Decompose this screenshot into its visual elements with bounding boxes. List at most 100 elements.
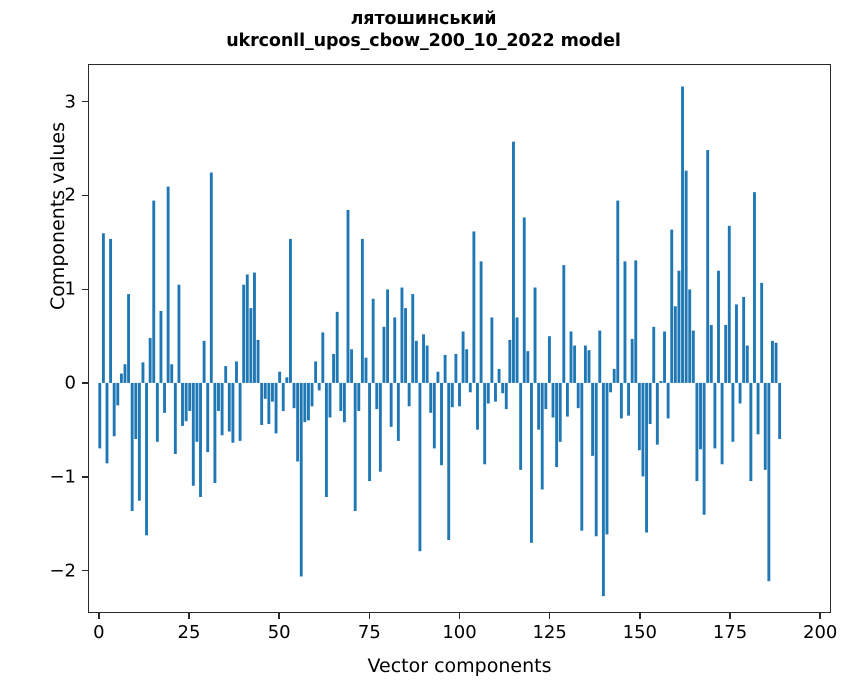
bar <box>645 382 648 533</box>
x-axis-tick <box>548 613 551 619</box>
bar <box>253 272 256 383</box>
bar <box>490 317 494 383</box>
bar <box>778 382 782 440</box>
bar <box>119 373 123 383</box>
y-axis-tick-label: −1 <box>49 466 76 488</box>
bar <box>691 330 695 383</box>
x-axis-label: Vector components <box>367 655 552 677</box>
bar <box>738 382 742 404</box>
bar <box>137 382 141 501</box>
bar <box>393 317 397 383</box>
bar <box>306 382 310 421</box>
bar <box>267 382 271 425</box>
bar <box>706 150 710 383</box>
bar <box>432 382 436 449</box>
bar <box>404 308 407 383</box>
bar <box>634 260 638 383</box>
y-axis-label: Components values <box>47 121 69 311</box>
bar <box>335 311 339 383</box>
bar <box>461 331 465 383</box>
bar <box>245 274 249 383</box>
bar <box>483 382 487 465</box>
x-axis-tick-label: 50 <box>267 622 291 643</box>
bar <box>450 382 454 408</box>
bar <box>609 382 613 393</box>
bar <box>317 382 321 391</box>
bar <box>217 382 220 411</box>
bar <box>231 382 235 443</box>
bar <box>191 382 195 486</box>
x-axis-tick-label: 125 <box>532 622 567 643</box>
bar <box>454 353 458 383</box>
bar <box>418 382 422 552</box>
bar <box>695 382 699 482</box>
bar <box>271 382 274 402</box>
bar <box>612 368 616 383</box>
bar <box>476 382 479 430</box>
bar <box>565 382 569 417</box>
y-axis-tick-label: 3 <box>64 91 76 113</box>
bar <box>170 364 174 383</box>
bar <box>512 141 515 383</box>
bar <box>263 382 267 399</box>
bar <box>663 331 666 383</box>
bar <box>407 382 411 407</box>
bar <box>166 186 170 383</box>
bar <box>504 382 508 410</box>
bar <box>735 304 738 383</box>
bar <box>332 353 336 383</box>
bar <box>159 310 163 383</box>
x-axis-tick-label: 200 <box>802 622 838 643</box>
bar <box>260 382 264 425</box>
bar <box>659 381 663 383</box>
bar <box>314 361 318 383</box>
bar <box>429 382 433 413</box>
bar <box>558 382 562 442</box>
y-axis-tick <box>82 570 88 572</box>
bar <box>105 382 109 464</box>
bar <box>681 86 684 383</box>
bar <box>465 349 469 383</box>
bar <box>497 368 501 383</box>
bar <box>436 371 440 383</box>
bar <box>655 382 659 445</box>
bar <box>339 382 343 411</box>
bar <box>123 364 127 383</box>
bar <box>386 289 390 383</box>
bar <box>357 382 361 411</box>
y-axis-tick <box>82 382 88 384</box>
bar <box>580 382 584 531</box>
bar <box>515 317 519 383</box>
bar-series-canvas <box>98 86 782 597</box>
bar <box>299 382 303 577</box>
plot-area <box>88 64 831 613</box>
bar <box>195 382 199 442</box>
x-axis-tick-label: 175 <box>712 622 748 643</box>
bar <box>285 377 289 383</box>
bar <box>249 308 253 383</box>
bar <box>411 294 415 383</box>
bar <box>130 382 134 512</box>
y-axis-tick <box>82 288 88 290</box>
bar <box>360 238 364 383</box>
bar <box>699 382 702 450</box>
bar <box>709 324 713 383</box>
bar <box>562 265 566 383</box>
bar <box>537 382 541 430</box>
bar <box>673 306 677 383</box>
bar <box>508 339 512 383</box>
bar <box>447 382 451 541</box>
bar <box>242 284 246 383</box>
x-axis-tick <box>278 613 280 619</box>
bar <box>353 382 357 512</box>
bar <box>648 382 652 425</box>
x-axis-tick-label: 150 <box>622 622 658 643</box>
bar <box>389 382 393 427</box>
x-axis-tick-label: 75 <box>357 622 381 643</box>
bar <box>235 361 238 383</box>
x-axis-tick <box>188 613 190 619</box>
bar <box>479 261 483 383</box>
bar <box>677 270 681 383</box>
bar <box>501 382 505 394</box>
